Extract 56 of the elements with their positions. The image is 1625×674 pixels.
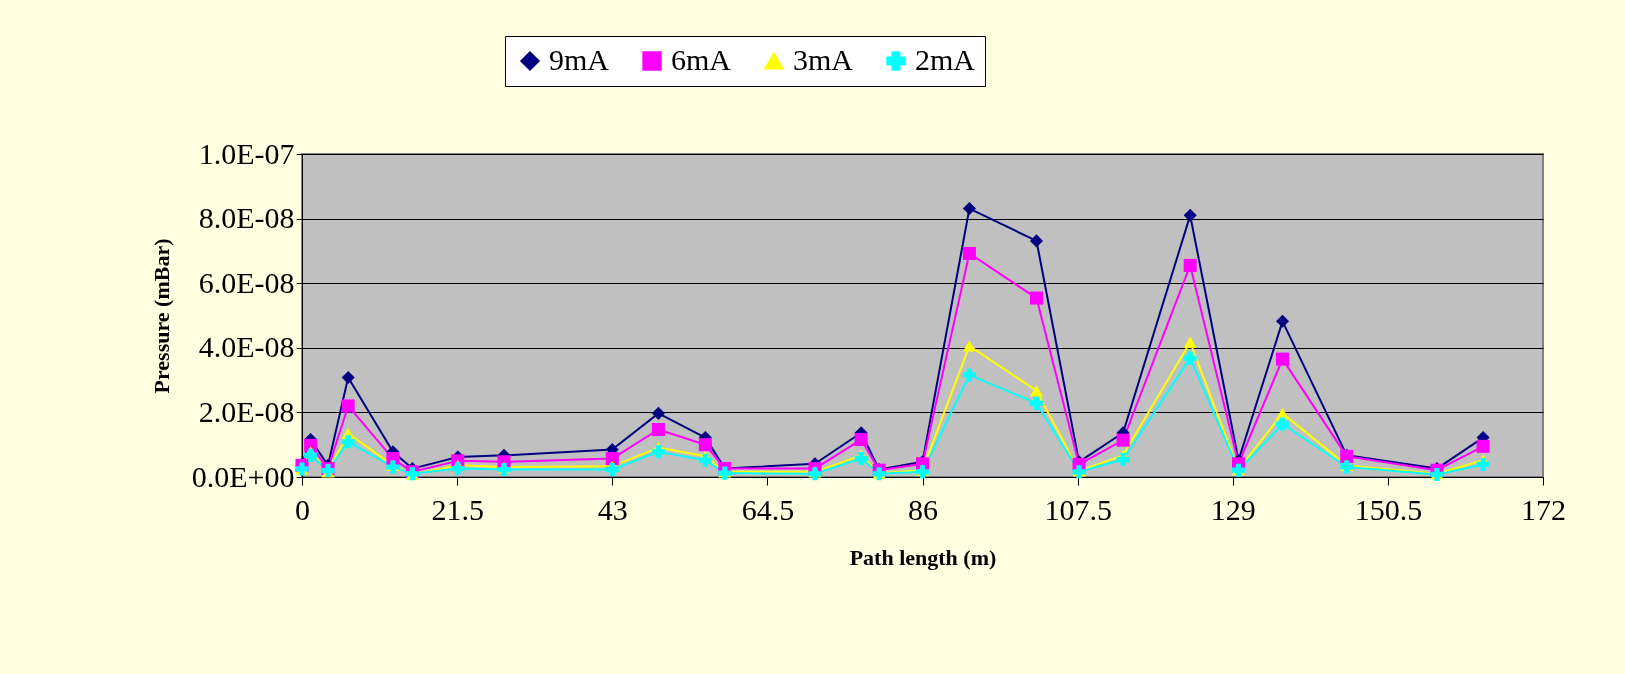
x-tick-label: 21.5 xyxy=(431,492,484,526)
point xyxy=(1476,439,1490,453)
x-tick-label: 0 xyxy=(295,492,310,526)
legend-label: 2mA xyxy=(915,43,976,76)
point xyxy=(304,448,318,462)
point xyxy=(1183,208,1197,222)
point xyxy=(962,368,976,382)
point xyxy=(1029,385,1044,397)
point xyxy=(962,340,976,352)
point xyxy=(341,399,355,413)
point xyxy=(1183,351,1197,365)
x-tick-label: 129 xyxy=(1210,492,1256,526)
point xyxy=(1276,417,1290,431)
y-tick-label: 2.0E-08 xyxy=(198,394,295,428)
point xyxy=(854,452,868,466)
y-tick-label: 8.0E-08 xyxy=(198,201,295,235)
x-axis-title: Path length (m) xyxy=(849,544,997,570)
point xyxy=(451,462,465,476)
point xyxy=(1029,291,1044,305)
x-tick-label: 150.5 xyxy=(1354,492,1423,526)
point xyxy=(341,371,355,385)
x-tick-label: 172 xyxy=(1521,492,1566,526)
point xyxy=(497,463,511,477)
point xyxy=(651,423,665,437)
point xyxy=(962,246,976,260)
point xyxy=(1029,396,1044,410)
point xyxy=(341,435,355,449)
x-tick-label: 64.5 xyxy=(741,492,795,526)
y-axis-title: Pressure (mBar) xyxy=(148,238,174,394)
point xyxy=(698,438,712,452)
legend-label: 3mA xyxy=(793,43,854,76)
y-tick-label: 0.0E+00 xyxy=(191,459,295,493)
point xyxy=(1029,234,1044,248)
point xyxy=(1183,258,1197,272)
x-tick-label: 86 xyxy=(908,492,938,526)
point xyxy=(1183,336,1197,348)
point xyxy=(1116,433,1130,447)
point xyxy=(1476,457,1490,471)
point xyxy=(962,202,976,216)
point xyxy=(605,452,619,466)
x-tick-label: 107.5 xyxy=(1044,492,1112,526)
y-tick-label: 4.0E-08 xyxy=(198,330,295,364)
legend-label: 6mA xyxy=(671,43,732,76)
y-tick-label: 6.0E-08 xyxy=(198,265,295,299)
y-tick-label: 1.0E-07 xyxy=(198,136,295,170)
legend-label: 9mA xyxy=(549,43,610,76)
point xyxy=(651,445,665,459)
point xyxy=(605,463,619,477)
point xyxy=(698,453,712,467)
point xyxy=(1116,453,1130,467)
point xyxy=(1276,314,1290,328)
x-tick-label: 43 xyxy=(597,492,628,526)
point xyxy=(854,433,868,447)
point xyxy=(1276,407,1290,420)
point xyxy=(651,406,665,420)
point xyxy=(1276,352,1290,366)
